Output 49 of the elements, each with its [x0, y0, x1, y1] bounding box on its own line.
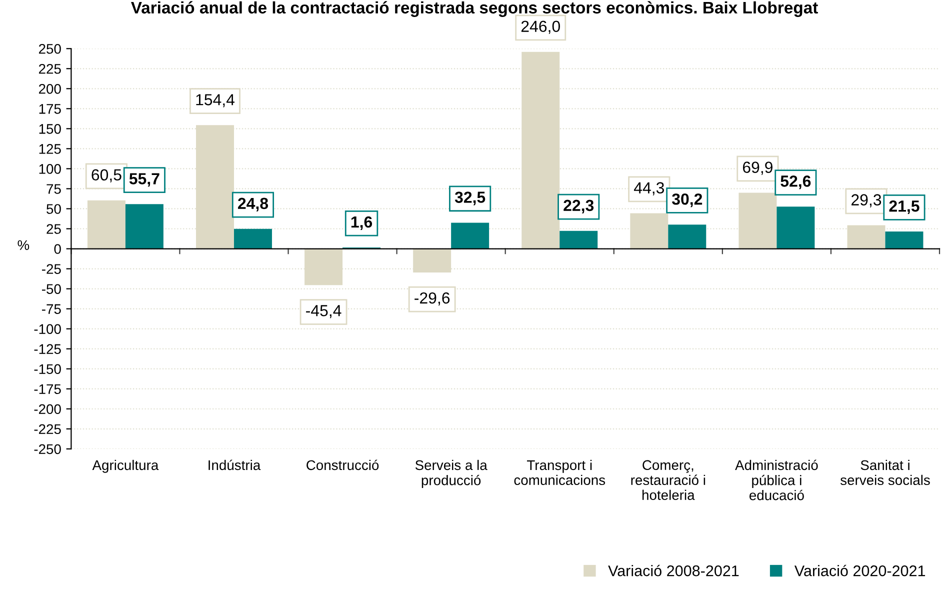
y-tick-label: -125 — [34, 344, 61, 354]
y-tick-label: -25 — [42, 264, 61, 274]
data-label: 154,4 — [196, 94, 235, 108]
y-tick-label: 50 — [46, 204, 61, 214]
data-label: -29,6 — [414, 292, 450, 306]
y-tick-label: -175 — [34, 384, 61, 394]
y-tick-label: -50 — [42, 284, 61, 294]
y-tick-label: 25 — [46, 224, 61, 234]
x-tick-label: Agricultura — [92, 460, 159, 473]
data-label: 60,5 — [92, 169, 122, 182]
y-tick-label: -225 — [34, 424, 61, 434]
y-tick-label: 100 — [39, 164, 61, 174]
y-tick-label: 150 — [39, 124, 61, 134]
y-tick-label: 225 — [38, 64, 61, 74]
y-tick-label: 250 — [38, 44, 61, 54]
data-label: 69,9 — [742, 162, 772, 175]
data-label: 1,6 — [351, 216, 372, 230]
data-label: 29,3 — [852, 194, 882, 208]
data-label: 55,7 — [129, 173, 160, 187]
data-label: -45,4 — [306, 305, 342, 318]
x-tick-label: Indústria — [208, 460, 261, 470]
chart-title: Variació anual de la contractació registrada segons sectors econòmics. Baix Llobregat — [130, 1, 818, 17]
x-tick-label: Sanitat i serveis socials — [840, 460, 930, 486]
data-label: 30,2 — [672, 193, 702, 208]
x-tick-label: Serveis a la producció — [415, 460, 488, 488]
x-tick-label: Comerç, restauració i hoteleria — [631, 460, 706, 500]
y-tick-label: 125 — [39, 144, 61, 154]
data-label: 32,5 — [454, 192, 486, 206]
x-tick-label: Administració pública i educació — [735, 460, 818, 500]
data-label: 21,5 — [889, 200, 920, 214]
y-tick-label: -250 — [34, 444, 61, 454]
y-tick-label: -75 — [42, 304, 61, 314]
y-tick-label: 200 — [38, 84, 61, 94]
x-tick-label: Transport i comunicacions — [514, 460, 606, 486]
y-tick-label: 75 — [46, 184, 61, 194]
y-tick-label: 175 — [39, 104, 61, 114]
data-label: 246,0 — [521, 20, 560, 34]
legend-label: Variació 2008-2021 — [608, 564, 739, 576]
y-tick-label: 0 — [54, 244, 61, 254]
data-label: 52,6 — [780, 176, 811, 190]
x-tick-label: Construcció — [306, 460, 379, 470]
y-tick-label: -150 — [34, 364, 61, 374]
data-label: 24,8 — [238, 198, 268, 212]
y-tick-label: -200 — [34, 404, 61, 414]
legend-label: Variació 2020-2021 — [794, 564, 926, 576]
y-axis-title: % — [18, 240, 30, 250]
y-tick-label: -100 — [34, 324, 61, 334]
data-label: 44,3 — [634, 182, 664, 196]
data-label: 22,3 — [564, 200, 594, 214]
